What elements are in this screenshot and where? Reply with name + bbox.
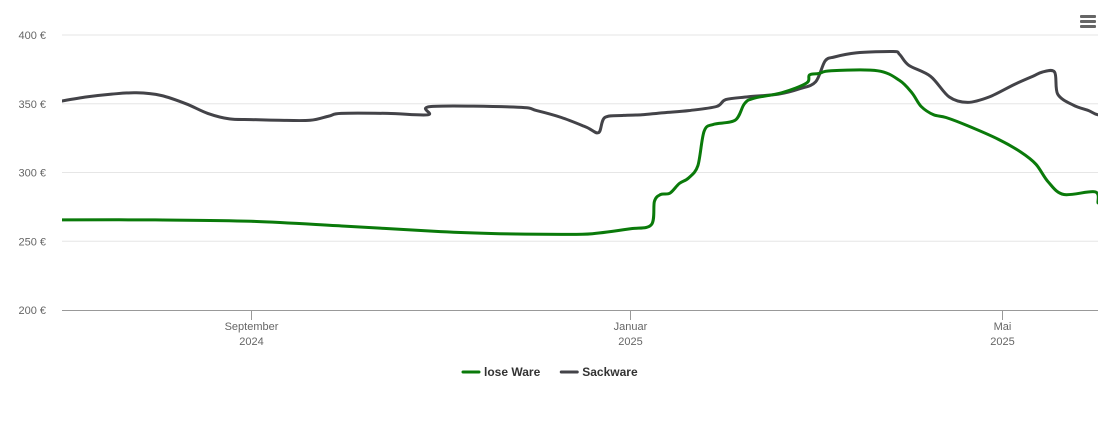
grid <box>62 34 1098 242</box>
y-tick-label: 200 € <box>18 305 46 317</box>
axes: 200 € 250 € 300 € 350 € 400 € September 2024 Ja… <box>18 30 1098 348</box>
y-tick-label: 350 € <box>18 99 46 111</box>
menu-bar <box>1080 25 1096 28</box>
chart-menu-button[interactable] <box>1074 8 1102 34</box>
y-tick-label: 300 € <box>18 168 46 180</box>
legend-label: Sackware <box>582 365 638 379</box>
y-tick-label: 250 € <box>18 236 46 248</box>
menu-bar <box>1080 20 1096 23</box>
hamburger-menu-icon <box>1080 15 1096 28</box>
legend-item-sackware[interactable]: Sackware <box>559 365 638 379</box>
menu-bar <box>1080 15 1096 18</box>
x-tick-label: 2025 <box>618 336 642 348</box>
x-tick-label: Januar <box>614 321 648 333</box>
legend-item-lose-ware[interactable]: lose Ware <box>461 365 541 379</box>
legend: lose Ware Sackware <box>461 365 638 379</box>
x-tick-label: Mai <box>994 321 1012 333</box>
series-line-lose-ware <box>62 68 1098 236</box>
series-lines <box>62 49 1098 236</box>
x-tick-label: 2024 <box>239 336 263 348</box>
y-tick-label: 400 € <box>18 30 46 42</box>
legend-label: lose Ware <box>484 365 541 379</box>
x-tick-label: September <box>225 321 279 333</box>
x-tick-label: 2025 <box>990 336 1014 348</box>
series-line-sackware <box>62 49 1098 135</box>
